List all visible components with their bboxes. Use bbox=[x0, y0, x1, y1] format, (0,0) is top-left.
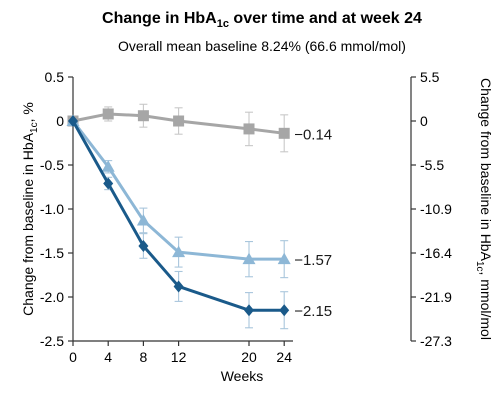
x-tick-label: 20 bbox=[241, 349, 257, 365]
y-tick-label-right: -16.4 bbox=[420, 245, 452, 261]
data-point bbox=[136, 213, 150, 226]
x-ticks: 0 4 8 12 20 24 bbox=[69, 341, 292, 365]
series-square: −0.14 bbox=[67, 103, 332, 153]
y-tick-label-right: -27.3 bbox=[420, 333, 452, 349]
y-tick-label-left: 0.5 bbox=[45, 69, 65, 85]
data-point bbox=[278, 127, 290, 139]
y-tick-label-right: 5.5 bbox=[420, 69, 440, 85]
y-tick-label-right: -5.5 bbox=[420, 157, 444, 173]
y-axis-label-right: Change from baseline in HbA1c, mmol/mol bbox=[474, 78, 494, 340]
series-end-label: −2.15 bbox=[294, 303, 332, 320]
chart-title: Change in HbA1c over time and at week 24 bbox=[102, 10, 422, 30]
data-point bbox=[277, 252, 291, 265]
x-tick-label: 0 bbox=[69, 349, 77, 365]
data-point bbox=[172, 245, 186, 258]
series-line bbox=[71, 120, 285, 312]
y-tick-label-left: 0 bbox=[56, 113, 64, 129]
chart-subtitle: Overall mean baseline 8.24% (66.6 mmol/m… bbox=[118, 38, 406, 54]
series-end-label: −1.57 bbox=[294, 252, 332, 269]
y-tick-label-left: -1.0 bbox=[40, 201, 64, 217]
series-end-label: −0.14 bbox=[294, 126, 332, 143]
data-point bbox=[242, 252, 256, 265]
y-ticks-left: 0.5 0 -0.5 -1.0 -1.5 -2.0 -2.5 bbox=[40, 69, 73, 349]
data-point bbox=[137, 110, 149, 122]
y-axis-label-left: Change from baseline in HbA1c, % bbox=[20, 102, 40, 316]
data-point bbox=[244, 304, 254, 317]
y-tick-label-right: -21.9 bbox=[420, 289, 452, 305]
y-tick-label-right: -10.9 bbox=[420, 201, 452, 217]
y-ticks-right: 5.5 0 -5.5 -10.9 -16.4 -21.9 -27.3 bbox=[411, 69, 452, 349]
x-tick-label: 24 bbox=[276, 349, 292, 365]
data-point bbox=[101, 160, 115, 172]
data-point bbox=[138, 239, 149, 252]
y-tick-label-left: -2.5 bbox=[40, 333, 64, 349]
series-line bbox=[72, 112, 285, 135]
x-tick-label: 4 bbox=[104, 349, 112, 365]
data-point bbox=[102, 108, 114, 120]
x-axis-label: Weeks bbox=[221, 368, 264, 384]
data-point bbox=[103, 177, 114, 190]
y-tick-label-left: -0.5 bbox=[40, 157, 64, 173]
series-triangle: −1.57 bbox=[66, 114, 332, 279]
y-tick-label-left: -1.5 bbox=[40, 245, 64, 261]
data-point bbox=[279, 304, 290, 317]
series-line bbox=[71, 120, 285, 261]
y-tick-label-right: 0 bbox=[420, 113, 428, 129]
y-tick-label-left: -2.0 bbox=[40, 289, 64, 305]
plot-area: 0.5 0 -0.5 -1.0 -1.5 -2.0 -2.5 5.5 0 -5.5 -10.9 -1… bbox=[40, 69, 452, 365]
data-point bbox=[173, 280, 184, 293]
series-layer: −0.14 −1.57 −2.15 bbox=[66, 103, 332, 330]
x-tick-label: 12 bbox=[171, 349, 187, 365]
data-point bbox=[243, 123, 255, 135]
data-point bbox=[68, 115, 78, 127]
x-tick-label: 8 bbox=[140, 349, 148, 365]
data-point bbox=[173, 115, 185, 127]
series-diamond: −2.15 bbox=[68, 115, 332, 330]
